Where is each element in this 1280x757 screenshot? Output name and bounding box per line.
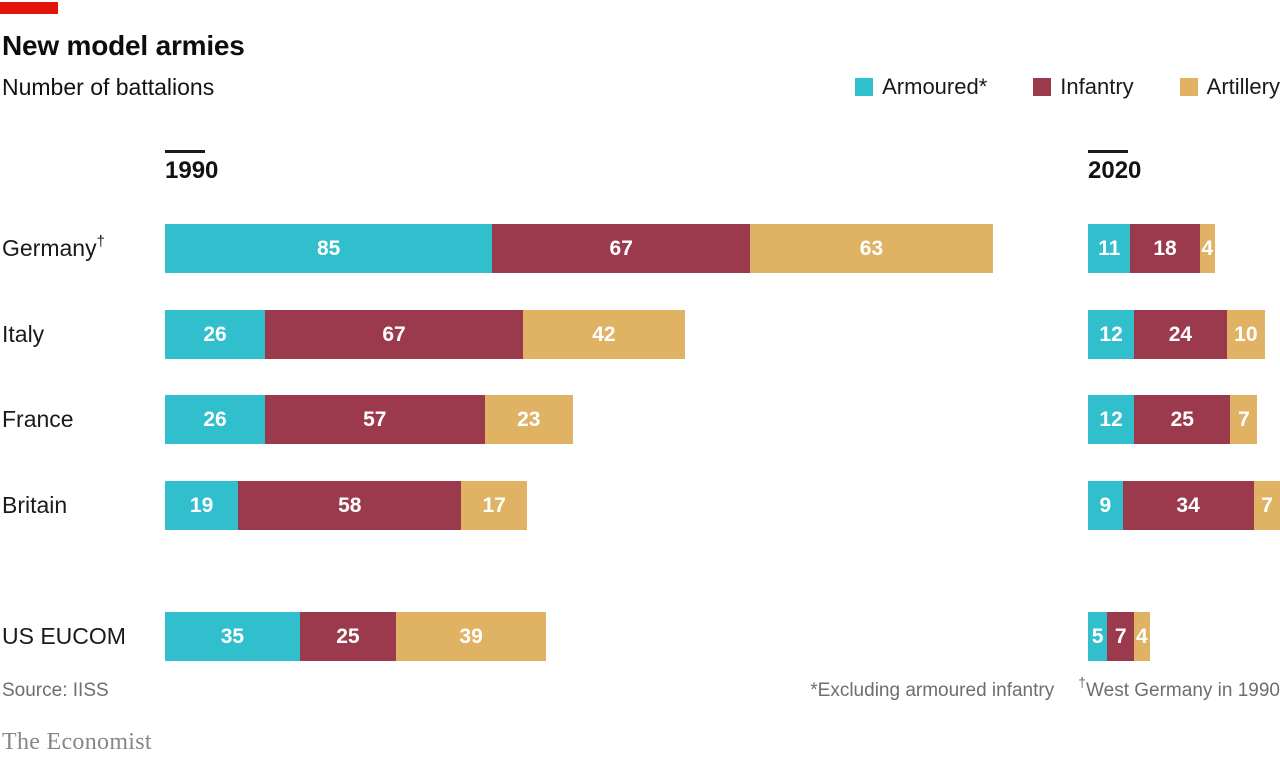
bar-segment-artillery-1990: 42 — [523, 310, 685, 359]
bar-segment-artillery-2020: 4 — [1134, 612, 1150, 661]
bar-group-2020: 11 18 4 — [1088, 224, 1216, 273]
bar-value: 7 — [1114, 624, 1127, 648]
bar-segment-armoured-1990: 26 — [165, 395, 266, 444]
chart-subtitle: Number of battalions — [2, 74, 215, 100]
bar-segment-artillery-1990: 17 — [461, 481, 527, 530]
bar-segment-infantry-2020: 24 — [1134, 310, 1227, 359]
bar-segment-infantry-1990: 67 — [265, 310, 524, 359]
row-label-us-eucom: US EUCOM — [2, 623, 126, 649]
footnote-germany: †West Germany in 1990 — [1078, 673, 1280, 701]
economist-red-tag — [0, 2, 58, 14]
bar-value: 35 — [220, 624, 245, 648]
legend-swatch-armoured-icon — [855, 78, 874, 96]
bar-segment-armoured-2020: 5 — [1088, 612, 1108, 661]
legend-item-armoured: Armoured* — [855, 74, 987, 100]
bar-value: 25 — [336, 624, 360, 648]
bar-value: 7 — [1238, 407, 1250, 431]
row-label-britain: Britain — [2, 492, 68, 518]
bar-value: 67 — [609, 236, 633, 260]
bar-segment-armoured-1990: 85 — [165, 224, 493, 273]
bar-segment-armoured-2020: 11 — [1088, 224, 1131, 273]
bar-segment-infantry-2020: 25 — [1134, 395, 1231, 444]
bar-value: 85 — [316, 236, 341, 260]
bar-group-2020: 12 25 7 — [1088, 395, 1258, 444]
bar-segment-armoured-2020: 12 — [1088, 395, 1135, 444]
economist-wordmark: The Economist — [2, 729, 152, 755]
row-label-italy: Italy — [2, 321, 45, 347]
bar-segment-artillery-1990: 23 — [484, 395, 574, 444]
legend: Armoured* Infantry Artillery — [855, 74, 1280, 100]
bar-segment-infantry-2020: 18 — [1130, 224, 1200, 273]
bar-group-1990: 85 67 63 — [165, 224, 993, 273]
bar-group-2020: 12 24 10 — [1088, 310, 1266, 359]
row-label-germany: Germany † — [2, 232, 105, 262]
bar-value: 7 — [1261, 493, 1273, 517]
bar-value: 4 — [1136, 624, 1148, 648]
bar-segment-armoured-1990: 19 — [165, 481, 239, 530]
bar-segment-armoured-1990: 26 — [165, 310, 266, 359]
bar-segment-infantry-1990: 58 — [238, 481, 462, 530]
bar-value: 39 — [459, 624, 483, 648]
bar-value: 67 — [382, 322, 406, 346]
bar-group-1990: 26 57 23 — [165, 395, 574, 444]
bar-value: 58 — [338, 493, 362, 517]
bar-segment-infantry-2020: 7 — [1107, 612, 1135, 661]
bar-value: 11 — [1098, 236, 1121, 260]
bar-segment-artillery-2020: 4 — [1199, 224, 1216, 273]
bar-segment-artillery-2020: 10 — [1226, 310, 1266, 359]
bar-value: 12 — [1099, 407, 1123, 431]
bar-value: 18 — [1153, 236, 1177, 260]
row-label-france: France — [2, 406, 74, 432]
bar-value: 23 — [517, 407, 541, 431]
bar-group-1990: 26 67 42 — [165, 310, 685, 359]
bar-value: 63 — [859, 236, 884, 260]
legend-label-infantry: Infantry — [1060, 74, 1134, 99]
bar-value: 19 — [189, 493, 214, 517]
bar-value: 34 — [1176, 493, 1200, 517]
bar-segment-infantry-1990: 67 — [492, 224, 751, 273]
year-tick-2020 — [1088, 150, 1128, 153]
bar-value: 9 — [1099, 493, 1112, 517]
bar-segment-armoured-2020: 9 — [1088, 481, 1123, 530]
bar-value: 12 — [1099, 322, 1123, 346]
bar-segment-artillery-2020: 7 — [1230, 395, 1258, 444]
footnote-armoured: *Excluding armoured infantry — [810, 680, 1055, 701]
legend-swatch-artillery-icon — [1179, 78, 1198, 96]
bar-segment-infantry-1990: 25 — [299, 612, 396, 661]
bar-segment-armoured-2020: 12 — [1088, 310, 1135, 359]
footnotes: *Excluding armoured infantry †West Germa… — [810, 673, 1280, 702]
bar-value: 26 — [203, 322, 227, 346]
bar-segment-armoured-1990: 35 — [165, 612, 300, 661]
year-tick-1990 — [165, 150, 205, 153]
year-label-1990: 1990 — [165, 157, 219, 184]
bar-group-2020: 9 34 7 — [1088, 481, 1280, 530]
bar-value: 26 — [203, 407, 227, 431]
bar-group-1990: 35 25 39 — [165, 612, 547, 661]
bar-value: 25 — [1170, 407, 1194, 431]
legend-item-artillery: Artillery — [1179, 74, 1280, 100]
bar-segment-infantry-2020: 34 — [1122, 481, 1254, 530]
year-label-2020: 2020 — [1088, 157, 1142, 184]
bar-value: 42 — [592, 322, 616, 346]
legend-swatch-infantry-icon — [1033, 78, 1052, 96]
chart-title: New model armies — [2, 30, 245, 61]
legend-label-armoured: Armoured* — [882, 74, 988, 99]
source-note: Source: IISS — [2, 680, 109, 701]
bar-group-1990: 19 58 17 — [165, 481, 527, 530]
bar-segment-infantry-1990: 57 — [265, 395, 485, 444]
legend-label-artillery: Artillery — [1206, 74, 1280, 99]
bar-value: 4 — [1201, 236, 1214, 260]
bar-segment-artillery-2020: 7 — [1253, 481, 1280, 530]
bar-value: 17 — [482, 493, 506, 517]
bar-value: 24 — [1168, 322, 1193, 346]
bar-value: 10 — [1234, 322, 1258, 346]
bar-value: 5 — [1091, 624, 1104, 648]
bar-value: 57 — [363, 407, 387, 431]
legend-item-infantry: Infantry — [1033, 74, 1134, 100]
bar-segment-artillery-1990: 63 — [750, 224, 993, 273]
bar-segment-artillery-1990: 39 — [396, 612, 547, 661]
